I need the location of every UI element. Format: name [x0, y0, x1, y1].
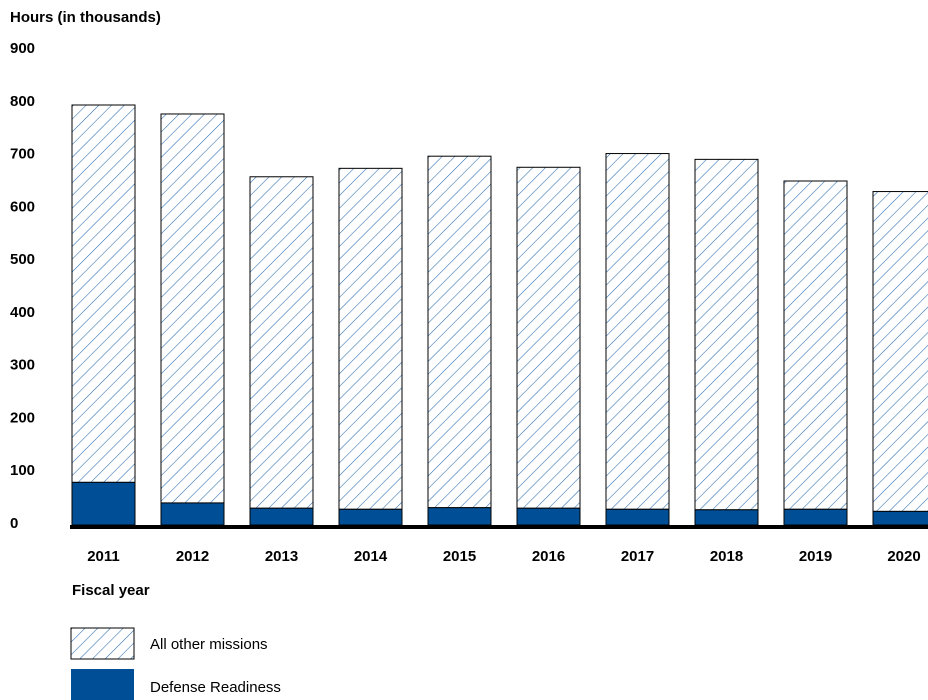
y-tick-label: 200 — [10, 409, 35, 426]
bar-defense-readiness — [783, 508, 848, 526]
bar-defense-readiness — [872, 510, 928, 526]
x-axis-title: Fiscal year — [72, 582, 150, 599]
bar-all-other-missions — [783, 180, 848, 510]
x-tick-label: 2011 — [87, 548, 120, 565]
bar-defense-readiness — [249, 507, 314, 526]
x-tick-label: 2016 — [532, 548, 565, 565]
y-tick-label: 700 — [10, 146, 35, 163]
bar-defense-readiness — [516, 507, 581, 526]
x-tick-label: 2012 — [176, 548, 209, 565]
y-tick-label: 500 — [10, 251, 35, 268]
bar-all-other-missions — [427, 155, 492, 509]
bar-all-other-missions — [516, 166, 581, 509]
x-tick-label: 2013 — [265, 548, 298, 565]
bar-all-other-missions — [160, 113, 225, 504]
bar-defense-readiness — [338, 508, 403, 526]
y-tick-label: 900 — [10, 40, 35, 57]
bar-all-other-missions — [872, 191, 928, 512]
y-tick-label: 100 — [10, 462, 35, 479]
bar-all-other-missions — [249, 176, 314, 509]
y-tick-label: 300 — [10, 357, 35, 374]
y-tick-label: 800 — [10, 93, 35, 110]
legend-swatch-defense-readiness — [71, 669, 134, 700]
bar-defense-readiness — [694, 509, 759, 526]
x-tick-label: 2017 — [621, 548, 654, 565]
bar-defense-readiness — [427, 507, 492, 526]
legend: All other missions Defense Readiness — [70, 627, 281, 700]
legend-label-all-other-missions: All other missions — [150, 636, 268, 653]
x-axis-tick-labels: 2011 2012 2013 2014 2015 2016 2017 2018 2019 2020 — [87, 548, 920, 565]
bar-all-other-missions — [338, 167, 403, 510]
x-tick-label: 2014 — [354, 548, 388, 565]
x-tick-label: 2019 — [799, 548, 832, 565]
x-tick-label: 2018 — [710, 548, 743, 565]
y-tick-label: 600 — [10, 198, 35, 215]
legend-swatch-all-other-missions — [70, 627, 135, 660]
bar-defense-readiness — [71, 481, 136, 526]
y-axis-tick-labels: 0 100 200 300 400 500 600 700 800 900 — [10, 40, 35, 532]
x-tick-label: 2020 — [887, 548, 920, 565]
y-axis-title: Hours (in thousands) — [10, 9, 161, 26]
bar-all-other-missions — [605, 153, 670, 510]
bar-defense-readiness — [605, 508, 670, 526]
y-tick-label: 0 — [10, 515, 18, 532]
x-tick-label: 2015 — [443, 548, 476, 565]
bar-defense-readiness — [160, 502, 225, 526]
legend-label-defense-readiness: Defense Readiness — [150, 679, 281, 696]
bars — [71, 104, 928, 526]
bar-all-other-missions — [694, 158, 759, 511]
y-tick-label: 400 — [10, 304, 35, 321]
bar-all-other-missions — [71, 104, 136, 483]
